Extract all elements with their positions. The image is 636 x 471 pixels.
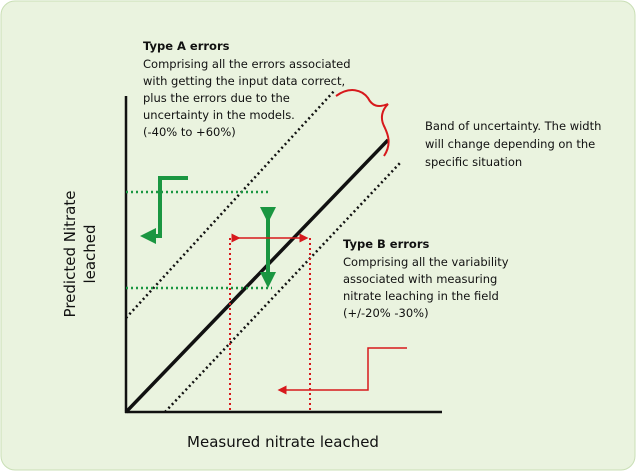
lower-band — [164, 162, 401, 413]
type-b-text: (+/-20% -30%) — [343, 306, 429, 320]
upper-band — [125, 89, 336, 319]
type-a-text: plus the errors due to the — [143, 91, 290, 105]
plot — [124, 89, 442, 414]
type-a-text: uncertainty in the models. — [143, 108, 295, 122]
red-step-arrow — [277, 347, 407, 395]
one-to-one-line — [124, 138, 390, 414]
y-axis-label: leached — [81, 224, 99, 283]
band-text: Band of uncertainty. The width — [425, 119, 601, 133]
type-a-text: with getting the input data correct, — [143, 74, 345, 88]
type-b-title: Type B errors — [343, 237, 429, 251]
type-a-text: (-40% to +60%) — [143, 125, 236, 139]
type-b-text: associated with measuring — [343, 272, 497, 286]
brace — [335, 89, 390, 157]
band-text: specific situation — [425, 155, 522, 169]
green-step-arrow — [140, 176, 188, 244]
type-a-text: Comprising all the errors associated — [143, 57, 351, 71]
type-b-text: nitrate leaching in the field — [343, 289, 499, 303]
type-a-title: Type A errors — [143, 39, 230, 53]
band-text: will change depending on the — [425, 137, 595, 151]
y-axis-label: Predicted Nitrate — [61, 191, 79, 318]
x-axis-label: Measured nitrate leached — [187, 433, 379, 451]
type-b-text: Comprising all the variability — [343, 255, 509, 269]
